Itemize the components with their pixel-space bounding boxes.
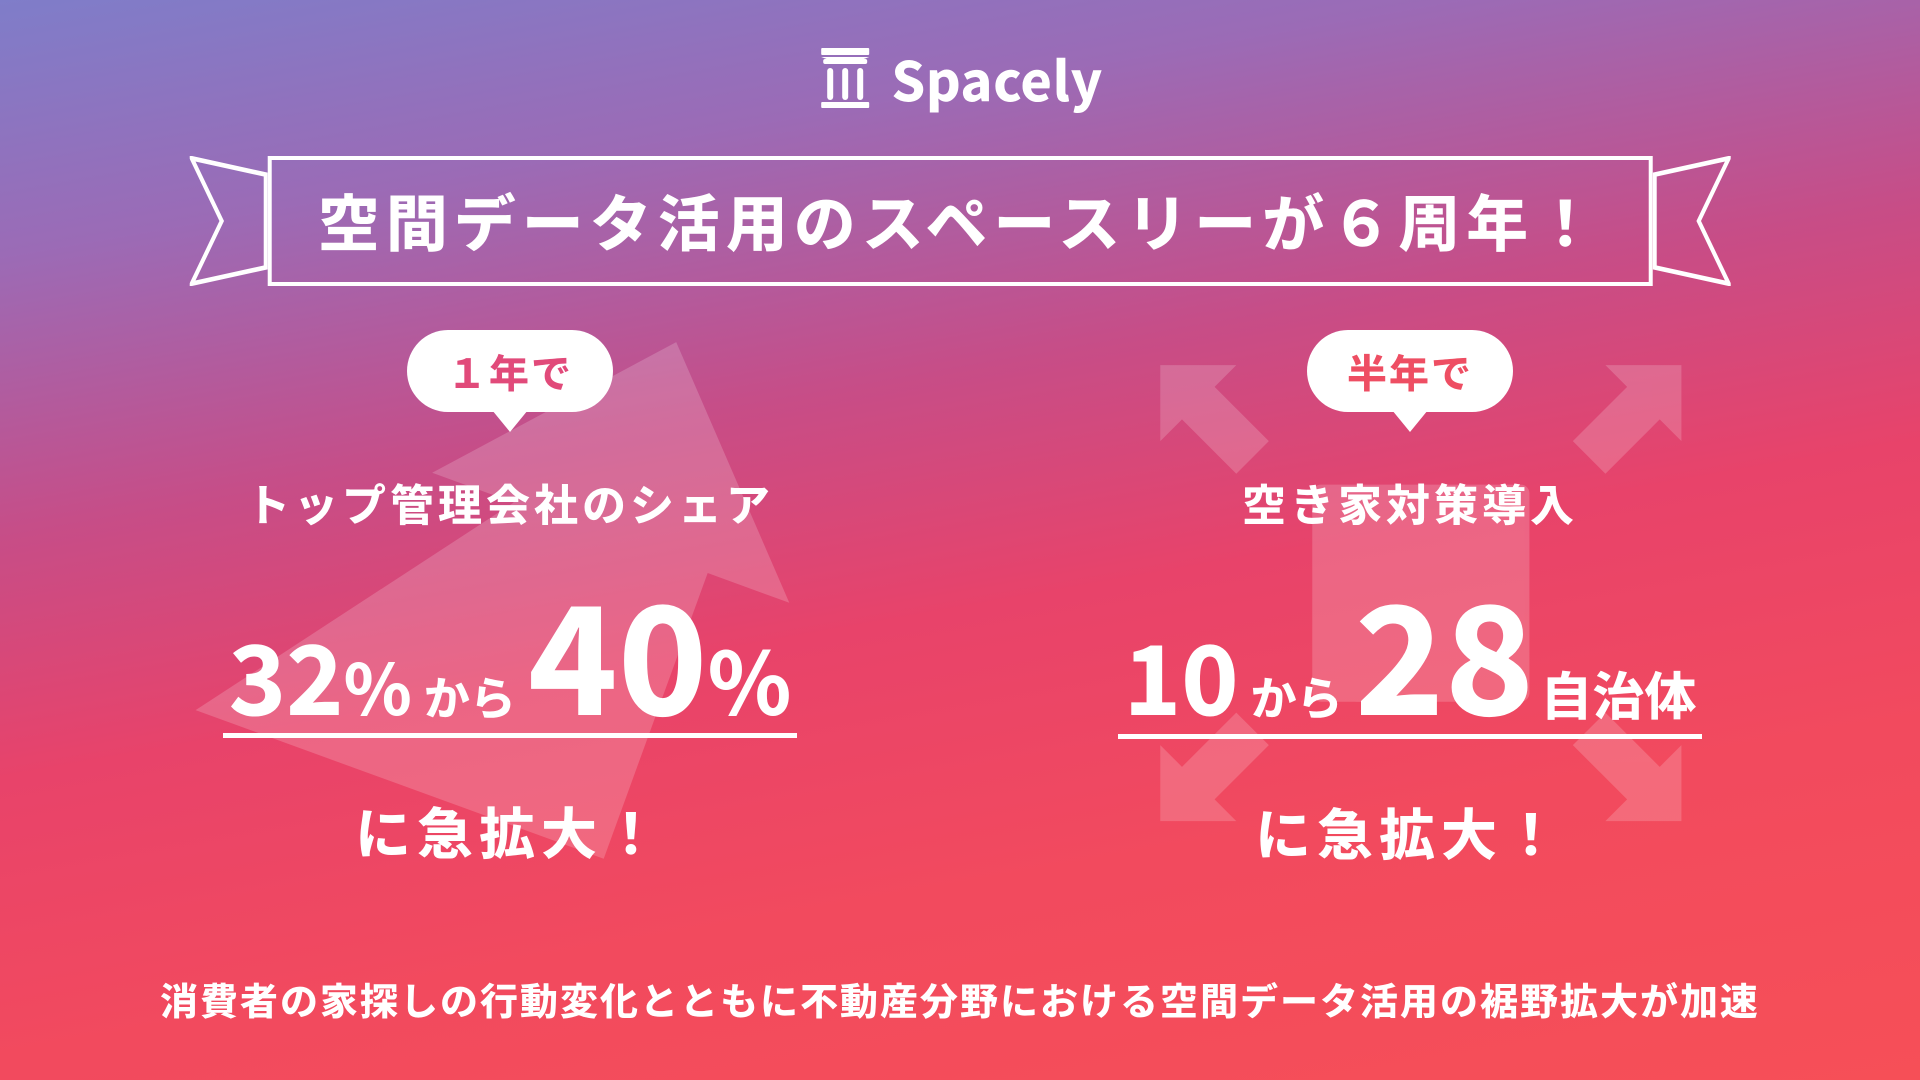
subtitle-right: 空き家対策導入 [1070, 470, 1750, 534]
stats-columns: １年で トップ管理会社のシェア 32% から 40% に急拡大！ [0, 330, 1920, 872]
ribbon-right-icon [1652, 156, 1730, 286]
to-suffix-left: % [708, 635, 792, 721]
tagline-right: に急拡大！ [1070, 791, 1750, 872]
to-suffix-right: 自治体 [1540, 655, 1696, 730]
to-value-right: 28 [1355, 576, 1535, 726]
brand-logo: Spacely [817, 38, 1103, 117]
subtitle-left: トップ管理会社のシェア [170, 470, 850, 534]
stat-line-left: 32% から 40% [223, 576, 798, 738]
footer-caption: 消費者の家探しの行動変化とともに不動産分野における空間データ活用の裾野拡大が加速 [0, 971, 1920, 1026]
pill-right-label: 半年で [1347, 342, 1473, 400]
from-value-left: 32 [229, 626, 344, 722]
pill-left-label: １年で [447, 342, 573, 400]
connector-right: から [1251, 663, 1343, 729]
stat-line-right: 10 から 28自治体 [1118, 576, 1703, 739]
tagline-left: に急拡大！ [170, 790, 850, 871]
brand-name: Spacely [891, 38, 1103, 117]
to-value-left: 40 [528, 576, 708, 726]
stage: Spacely 空間データ活用のスペースリーが６周年！ １年で トップ管理会社の… [0, 0, 1920, 1080]
ribbon-left-icon [190, 156, 268, 286]
stat-left: １年で トップ管理会社のシェア 32% から 40% に急拡大！ [170, 330, 850, 872]
page-title: 空間データ活用のスペースリーが６周年！ [268, 156, 1653, 286]
pill-right: 半年で [1307, 330, 1513, 412]
stat-right: 半年で 空き家対策導入 10 から 28自治体 に急拡大！ [1070, 330, 1750, 872]
pillar-icon [817, 48, 873, 108]
title-banner: 空間データ活用のスペースリーが６周年！ [190, 156, 1731, 286]
connector-left: から [424, 663, 516, 729]
from-value-right: 10 [1124, 626, 1239, 722]
pill-left: １年で [407, 330, 613, 412]
from-suffix-left: % [344, 651, 412, 721]
